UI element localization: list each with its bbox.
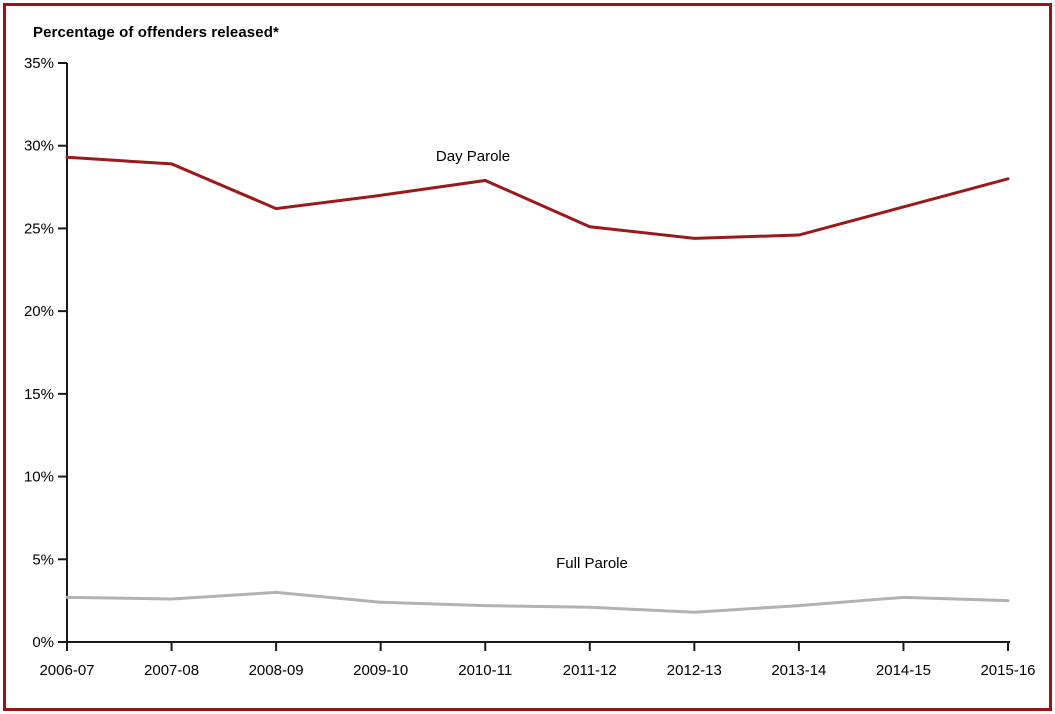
- y-tick-label: 20%: [24, 303, 54, 320]
- x-tick-label: 2010-11: [458, 662, 512, 679]
- series-label-day-parole: Day Parole: [436, 148, 510, 165]
- x-tick-label: 2007-08: [144, 662, 199, 679]
- chart-title: Percentage of offenders released*: [33, 24, 279, 41]
- x-tick-label: 2008-09: [249, 662, 304, 679]
- x-tick-label: 2013-14: [771, 662, 826, 679]
- axis-lines: [66, 63, 1010, 643]
- chart-frame: Percentage of offenders released*: [3, 3, 1052, 711]
- x-tick-label: 2014-15: [876, 662, 931, 679]
- x-tick-label: 2011-12: [563, 662, 617, 679]
- y-tick-label: 10%: [24, 469, 54, 486]
- x-tick-label: 2015-16: [980, 662, 1035, 679]
- y-tick-label: 30%: [24, 138, 54, 155]
- y-tick-label: 0%: [32, 634, 54, 651]
- x-tick-label: 2006-07: [39, 662, 94, 679]
- series-line-full-parole: [65, 590, 1010, 614]
- series-label-full-parole: Full Parole: [556, 555, 628, 572]
- y-tick-label: 25%: [24, 220, 54, 237]
- series-line-day-parole: [65, 155, 1010, 240]
- y-tick-label: 35%: [24, 55, 54, 72]
- y-tick-label: 15%: [24, 386, 54, 403]
- x-tick-label: 2009-10: [353, 662, 408, 679]
- y-tick-label: 5%: [32, 551, 54, 568]
- x-tick-label: 2012-13: [667, 662, 722, 679]
